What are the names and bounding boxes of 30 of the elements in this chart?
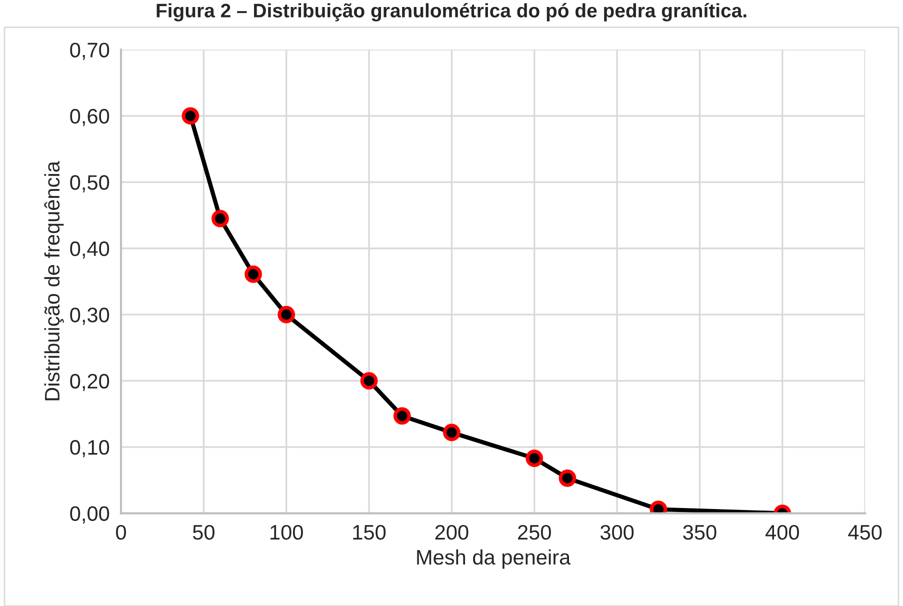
y-tick-label: 0,60 [70, 108, 110, 126]
point [278, 306, 296, 324]
x-tick-label: 450 [848, 524, 882, 540]
y-axis-title: Distribuição de frequência [44, 161, 64, 400]
y-tick-label: 0,00 [70, 506, 110, 524]
point [526, 450, 544, 467]
point [393, 407, 411, 425]
point [360, 372, 378, 390]
point [558, 470, 576, 487]
x-tick-label: 150 [353, 524, 386, 540]
y-tick-label: 0,40 [70, 241, 110, 259]
x-axis-title: Mesh da peneira [417, 549, 571, 569]
y-tick-label: 0,70 [70, 42, 110, 60]
x-tick-label: 400 [766, 524, 799, 540]
point [212, 210, 229, 228]
x-tick-label: 0 [116, 524, 126, 540]
y-tick-label: 0,30 [70, 308, 110, 325]
chart-title: Figura 2 – Distribuição granulométrica do pó de pedra granítica. [156, 3, 746, 22]
x-tick-label: 300 [600, 524, 634, 540]
x-tick-label: 50 [192, 524, 214, 540]
y-tick-label: 0,50 [70, 175, 110, 192]
point [182, 107, 200, 125]
x-tick-label: 200 [435, 524, 468, 540]
y-tick-label: 0,20 [70, 374, 110, 392]
x-tick-label: 250 [518, 524, 551, 540]
x-tick-label: 350 [683, 524, 716, 540]
x-tick-label: 100 [270, 524, 303, 540]
y-tick-label: 0,10 [70, 440, 110, 458]
point [443, 424, 460, 442]
point [244, 266, 262, 283]
